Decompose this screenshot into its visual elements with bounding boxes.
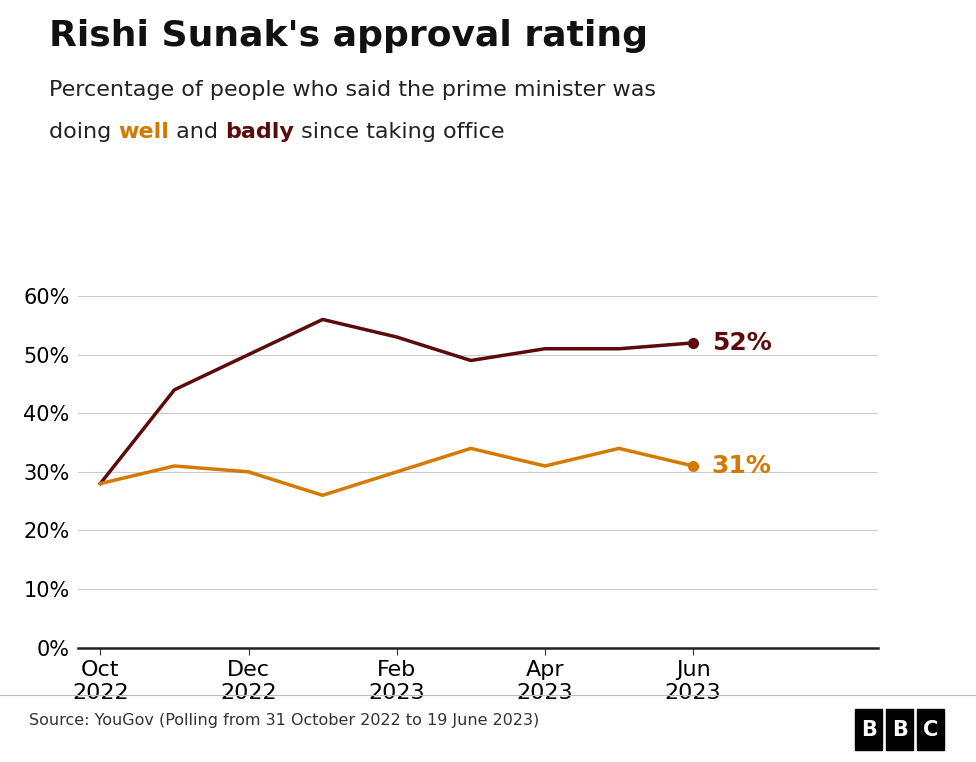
Text: doing: doing bbox=[49, 122, 118, 142]
Text: B: B bbox=[892, 719, 908, 740]
Text: 52%: 52% bbox=[712, 331, 771, 355]
Text: Percentage of people who said the prime minister was: Percentage of people who said the prime … bbox=[49, 80, 656, 100]
FancyBboxPatch shape bbox=[886, 709, 914, 751]
Text: badly: badly bbox=[225, 122, 294, 142]
Text: Source: YouGov (Polling from 31 October 2022 to 19 June 2023): Source: YouGov (Polling from 31 October … bbox=[29, 712, 540, 728]
FancyBboxPatch shape bbox=[855, 709, 882, 751]
Text: Rishi Sunak's approval rating: Rishi Sunak's approval rating bbox=[49, 19, 648, 53]
Text: B: B bbox=[861, 719, 876, 740]
FancyBboxPatch shape bbox=[917, 709, 944, 751]
Text: well: well bbox=[118, 122, 169, 142]
Text: C: C bbox=[923, 719, 938, 740]
Text: since taking office: since taking office bbox=[294, 122, 505, 142]
Text: 31%: 31% bbox=[712, 454, 772, 478]
Text: and: and bbox=[169, 122, 225, 142]
